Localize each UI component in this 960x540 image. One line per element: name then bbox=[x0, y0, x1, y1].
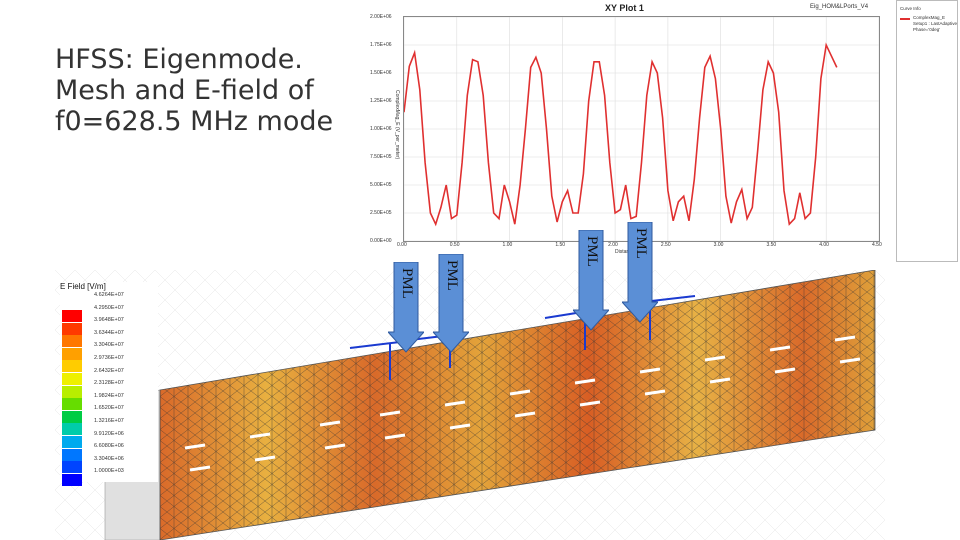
colorbar-swatch bbox=[62, 410, 82, 423]
colorbar-value: 3.3040E+06 bbox=[94, 455, 124, 462]
colorbar-value: 1.0000E+03 bbox=[94, 468, 124, 475]
plot-ylabel: ComplexMag_E (V_per_meter) bbox=[394, 90, 400, 160]
x-tick-label: 4.00 bbox=[819, 242, 829, 248]
y-tick-label: 1.50E+06 bbox=[370, 70, 392, 76]
legend-swatch bbox=[900, 18, 910, 20]
colorbar-value: 3.3040E+07 bbox=[94, 342, 124, 349]
colorbar-swatch bbox=[62, 310, 82, 322]
efield-colorbar: E Field [V/m] 4.6264E+07 4.2950E+07 3.9648… bbox=[60, 282, 158, 486]
legend-entry-phase: Phase='0deg' bbox=[913, 27, 941, 32]
y-tick-label: 1.00E+06 bbox=[370, 126, 392, 132]
pml-arrow: PML bbox=[386, 261, 426, 354]
plot-subtitle: Eig_HOM&LPorts_V4 bbox=[810, 4, 869, 10]
colorbar-value: 4.2950E+07 bbox=[94, 304, 124, 311]
series-line-complexmag-e bbox=[404, 42, 838, 227]
arrow-down-icon bbox=[620, 221, 660, 323]
colorbar-value: 9.9120E+06 bbox=[94, 430, 124, 437]
plot-area[interactable] bbox=[403, 16, 880, 242]
colorbar-value: 4.6264E+07 bbox=[94, 292, 124, 298]
x-tick-label: 2.50 bbox=[660, 242, 671, 248]
x-tick-label: 1.00 bbox=[502, 242, 513, 248]
xy-plot-window[interactable]: XY Plot 1 Eig_HOM&LPorts_V4 ComplexMag_E… bbox=[345, 0, 960, 262]
colorbar-swatch bbox=[62, 448, 82, 461]
colorbar-swatch bbox=[62, 423, 82, 436]
y-tick-label: 0.00E+00 bbox=[370, 238, 392, 244]
colorbar-swatch bbox=[62, 385, 82, 398]
colorbar-value: 1.6520E+07 bbox=[94, 405, 124, 412]
y-tick-label: 1.75E+06 bbox=[370, 42, 392, 48]
x-tick-label: 0.50 bbox=[449, 242, 460, 248]
y-tick-label: 2.00E+06 bbox=[370, 14, 392, 20]
y-tick-label: 1.25E+06 bbox=[370, 98, 392, 104]
plot-title: XY Plot 1 bbox=[605, 3, 644, 13]
colorbar-value: 3.6344E+07 bbox=[94, 329, 124, 336]
slide-title: HFSS: Eigenmode. Mesh and E-field of f0=… bbox=[55, 44, 334, 137]
x-tick-label: 1.50 bbox=[555, 242, 566, 248]
curve-info-legend: Curve Info ComplexMag_E Setup1 : LastAda… bbox=[896, 0, 958, 262]
colorbar-swatch bbox=[62, 335, 82, 348]
colorbar-swatch bbox=[62, 398, 82, 411]
colorbar-swatch bbox=[62, 461, 82, 474]
pml-label: PML bbox=[584, 236, 600, 267]
colorbar-swatch bbox=[62, 360, 82, 373]
efield-title: E Field [V/m] bbox=[60, 282, 106, 291]
colorbar-value: 3.9648E+07 bbox=[94, 317, 124, 324]
y-tick-label: 2.50E+05 bbox=[370, 210, 392, 216]
legend-entry: ComplexMag_E bbox=[913, 15, 946, 20]
arrow-down-icon bbox=[431, 253, 471, 353]
colorbar-swatch bbox=[62, 473, 82, 486]
arrow-down-icon bbox=[571, 229, 611, 331]
colorbar-value: 2.3128E+07 bbox=[94, 380, 124, 387]
legend-header: Curve Info bbox=[900, 6, 921, 11]
colorbar-swatch bbox=[62, 373, 82, 385]
pml-label: PML bbox=[633, 228, 649, 259]
colorbar-swatch bbox=[62, 436, 82, 448]
y-tick-label: 7.50E+05 bbox=[370, 154, 392, 160]
x-tick-label: 3.00 bbox=[713, 242, 724, 248]
x-tick-label: 2.00 bbox=[608, 242, 618, 248]
colorbar-value: 2.6432E+07 bbox=[94, 367, 124, 374]
x-tick-label: 4.50 bbox=[872, 242, 882, 248]
mesh-efield-view[interactable] bbox=[55, 270, 885, 540]
colorbar-swatch bbox=[62, 347, 82, 360]
colorbar-value: 2.9736E+07 bbox=[94, 355, 124, 361]
colorbar-value: 1.3216E+07 bbox=[94, 418, 124, 424]
colorbar-value: 6.6080E+06 bbox=[94, 443, 124, 450]
y-tick-label: 5.00E+05 bbox=[370, 182, 392, 188]
colorbar-swatch bbox=[62, 322, 82, 335]
x-tick-label: 0.00 bbox=[397, 242, 407, 248]
pml-arrow: PML bbox=[620, 221, 660, 324]
legend-entry-setup: Setup1 : LastAdaptive bbox=[913, 21, 958, 26]
arrow-down-icon bbox=[386, 261, 426, 353]
pml-label: PML bbox=[399, 268, 415, 299]
pml-arrow: PML bbox=[431, 253, 471, 354]
pml-arrow: PML bbox=[571, 229, 611, 332]
pml-label: PML bbox=[444, 260, 460, 291]
x-tick-label: 3.50 bbox=[766, 242, 777, 248]
colorbar-value: 1.9824E+07 bbox=[94, 392, 124, 399]
